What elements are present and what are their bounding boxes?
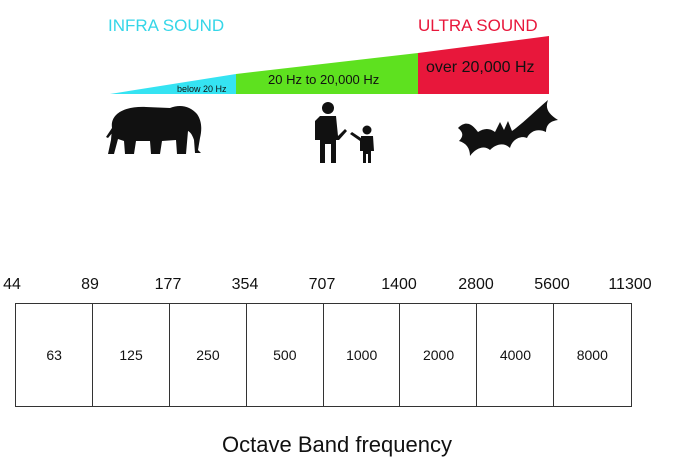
ultra-sound-title: ULTRA SOUND [418, 16, 538, 35]
octave-band-edge-label: 44 [3, 276, 21, 293]
octave-band-cell: 250 [168, 303, 248, 407]
octave-band-cell: 8000 [553, 303, 632, 407]
octave-band-cell: 1000 [322, 303, 401, 407]
octave-band-edge-label: 11300 [608, 276, 652, 293]
octave-band-cell: 125 [91, 303, 171, 407]
octave-band-cell: 2000 [399, 303, 478, 407]
octave-band-edge-label: 5600 [534, 276, 570, 293]
sound-range-diagram: INFRA SOUND ULTRA SOUND below 20 Hz 20 H… [106, 16, 558, 163]
octave-band-cell: 500 [245, 303, 324, 407]
octave-band-edge-label: 177 [154, 276, 182, 293]
elephant-icon [106, 106, 202, 154]
audible-range-band [236, 53, 418, 94]
octave-band-title: Octave Band frequency [222, 432, 452, 457]
infra-range-label: below 20 Hz [177, 84, 227, 94]
octave-band-edge-label: 2800 [458, 276, 494, 293]
bat-icon [458, 100, 558, 156]
ultra-range-band [418, 36, 549, 94]
octave-band-edge-label: 707 [308, 276, 336, 293]
octave-band-edge-label: 89 [81, 276, 99, 293]
octave-band-cell: 63 [15, 303, 94, 407]
octave-band-edge-label: 354 [231, 276, 259, 293]
audible-range-label: 20 Hz to 20,000 Hz [268, 72, 379, 87]
infra-sound-title: INFRA SOUND [108, 16, 224, 35]
octave-band-cell: 4000 [476, 303, 555, 407]
adult-and-child-icon [315, 102, 374, 163]
ultra-range-label: over 20,000 Hz [426, 59, 535, 76]
infra-range-band [110, 74, 236, 94]
octave-band-edge-label: 1400 [381, 276, 417, 293]
